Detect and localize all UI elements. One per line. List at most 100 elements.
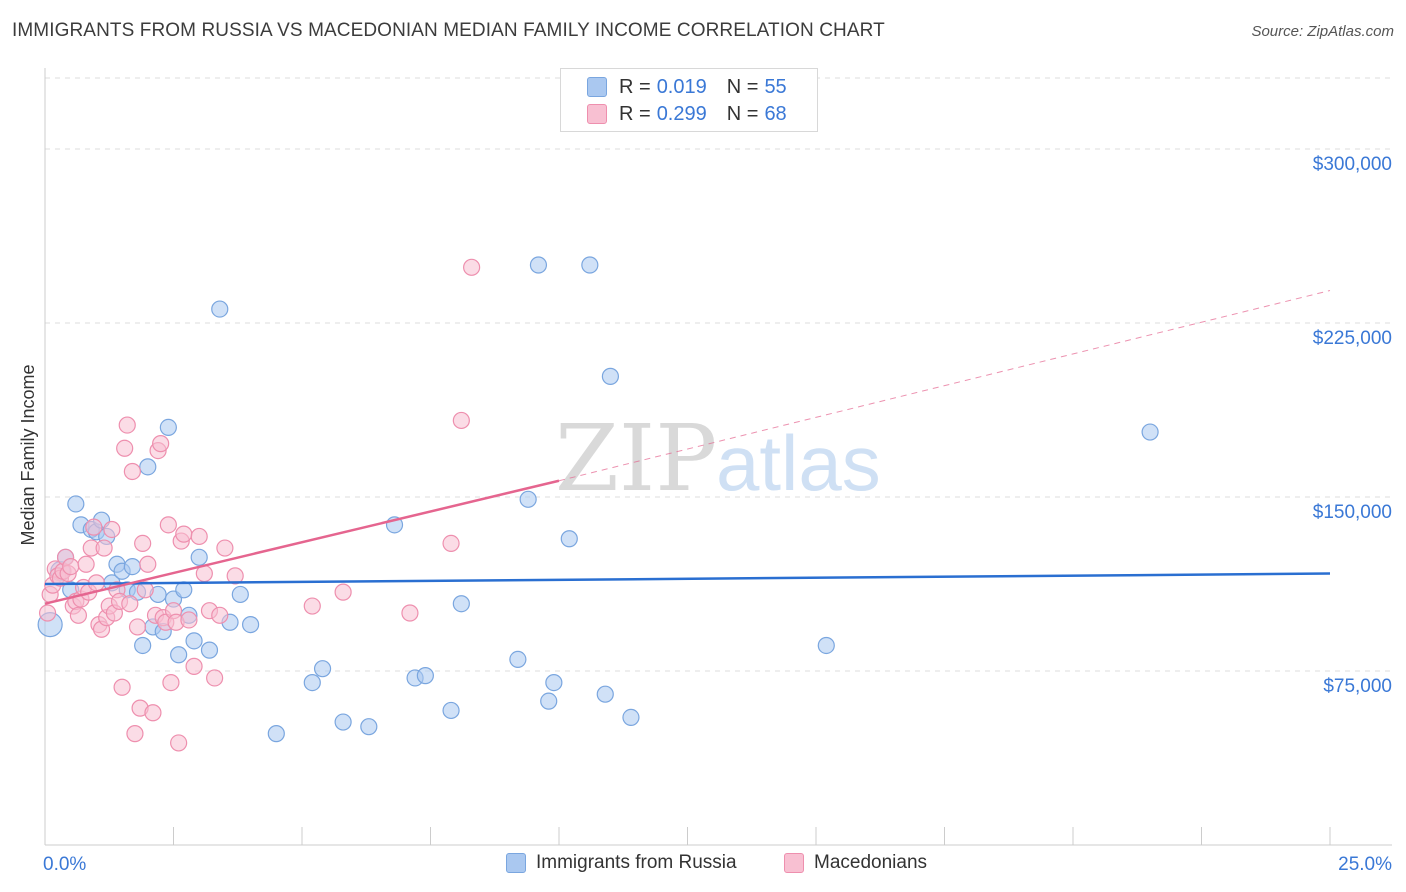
trend-line-russia xyxy=(44,572,1331,586)
data-point xyxy=(159,418,177,436)
data-point xyxy=(581,256,599,274)
data-point xyxy=(62,557,80,576)
data-point xyxy=(190,527,208,546)
data-point xyxy=(162,673,180,692)
data-point xyxy=(139,458,157,476)
trend-lines xyxy=(44,290,1331,605)
data-point xyxy=(200,641,219,659)
legend-r-label: R = xyxy=(619,75,651,98)
data-point xyxy=(519,490,537,508)
data-point xyxy=(313,660,332,678)
data-point xyxy=(560,530,578,548)
data-point xyxy=(69,606,88,624)
data-point xyxy=(442,701,460,720)
y-tick-label: $75,000 xyxy=(1323,676,1392,697)
data-point xyxy=(817,636,835,655)
data-point xyxy=(159,516,177,534)
y-axis-label: Median Family Income xyxy=(18,364,38,545)
bottom-legend-label-russia: Immigrants from Russia xyxy=(536,852,737,873)
y-tick-label: $225,000 xyxy=(1313,328,1392,349)
data-point xyxy=(596,685,614,703)
series-macedonians-points xyxy=(38,258,481,752)
data-point xyxy=(190,548,208,566)
data-point xyxy=(116,439,134,457)
legend-swatch-macedonians xyxy=(587,104,607,124)
data-point xyxy=(77,555,95,573)
data-point xyxy=(231,585,249,604)
data-point xyxy=(123,462,141,481)
legend-box: R = 0.019 N = 55 R = 0.299 N = 68 xyxy=(560,68,818,132)
data-point xyxy=(206,669,224,687)
x-tick-label: 0.0% xyxy=(43,854,86,875)
data-point xyxy=(85,518,103,536)
bottom-legend-swatch-macedonians xyxy=(784,853,804,873)
data-point xyxy=(334,583,352,601)
data-point xyxy=(601,367,620,385)
data-point xyxy=(139,555,157,573)
data-point xyxy=(211,300,229,318)
data-point xyxy=(126,725,144,743)
watermark-atlas: atlas xyxy=(716,419,881,507)
legend-r-value: 0.019 xyxy=(656,75,707,98)
data-point xyxy=(1141,423,1159,441)
data-point xyxy=(67,495,85,513)
data-point xyxy=(134,636,152,655)
legend-r-value: 0.299 xyxy=(656,102,707,125)
data-point xyxy=(185,632,203,650)
watermark-zip: ZIP xyxy=(555,405,717,512)
watermark: ZIP atlas xyxy=(555,405,881,512)
data-point xyxy=(170,646,188,664)
y-tick-label: $300,000 xyxy=(1313,154,1392,175)
bottom-legend-swatch-russia xyxy=(506,853,526,873)
data-point xyxy=(303,673,321,692)
data-point xyxy=(540,692,558,710)
data-point xyxy=(545,673,563,692)
data-point xyxy=(334,713,352,731)
data-point xyxy=(123,557,141,576)
data-point xyxy=(121,595,139,613)
data-point xyxy=(38,604,57,622)
legend-swatch-russia xyxy=(587,77,607,97)
data-point xyxy=(152,435,170,453)
data-point xyxy=(216,539,234,557)
data-point xyxy=(128,618,147,636)
data-point xyxy=(267,725,285,743)
data-point xyxy=(463,258,481,276)
data-point xyxy=(442,534,460,553)
legend-n-label: N = xyxy=(726,75,759,98)
data-point xyxy=(134,534,152,553)
data-point xyxy=(180,611,198,629)
data-point xyxy=(95,539,113,557)
data-point xyxy=(360,718,378,736)
bottom-legend-russia: Immigrants from Russia xyxy=(506,852,737,874)
legend-n-label: N = xyxy=(726,102,759,125)
data-point xyxy=(118,416,136,434)
data-point xyxy=(303,597,321,615)
data-point xyxy=(622,708,640,727)
trend-line-macedonians-extension xyxy=(558,290,1331,482)
legend-r-label: R = xyxy=(619,102,651,125)
data-point xyxy=(529,256,548,274)
data-point xyxy=(103,520,121,539)
legend-row-macedonians: R = 0.299 N = 68 xyxy=(587,102,787,126)
y-tick-label: $150,000 xyxy=(1313,502,1392,523)
bottom-legend-label-macedonians: Macedonians xyxy=(814,852,928,873)
data-point xyxy=(509,650,527,669)
data-point xyxy=(185,657,203,675)
trend-line-macedonians xyxy=(44,479,560,605)
legend-n-value: 55 xyxy=(764,75,787,98)
data-point xyxy=(113,678,131,696)
data-point xyxy=(416,667,434,685)
data-point xyxy=(144,704,162,722)
bottom-legend-macedonians: Macedonians xyxy=(784,852,927,874)
data-point xyxy=(226,567,244,585)
tick-labels: $75,000 $150,000 $225,000 $300,000 0.0% 25.0% xyxy=(43,154,1392,875)
data-point xyxy=(136,581,154,599)
data-point xyxy=(170,734,188,752)
chart-title: IMMIGRANTS FROM RUSSIA VS MACEDONIAN MED… xyxy=(12,20,885,41)
data-point xyxy=(452,411,470,430)
x-tick-label: 25.0% xyxy=(1338,854,1392,875)
data-point xyxy=(242,615,260,634)
data-point xyxy=(452,595,470,613)
